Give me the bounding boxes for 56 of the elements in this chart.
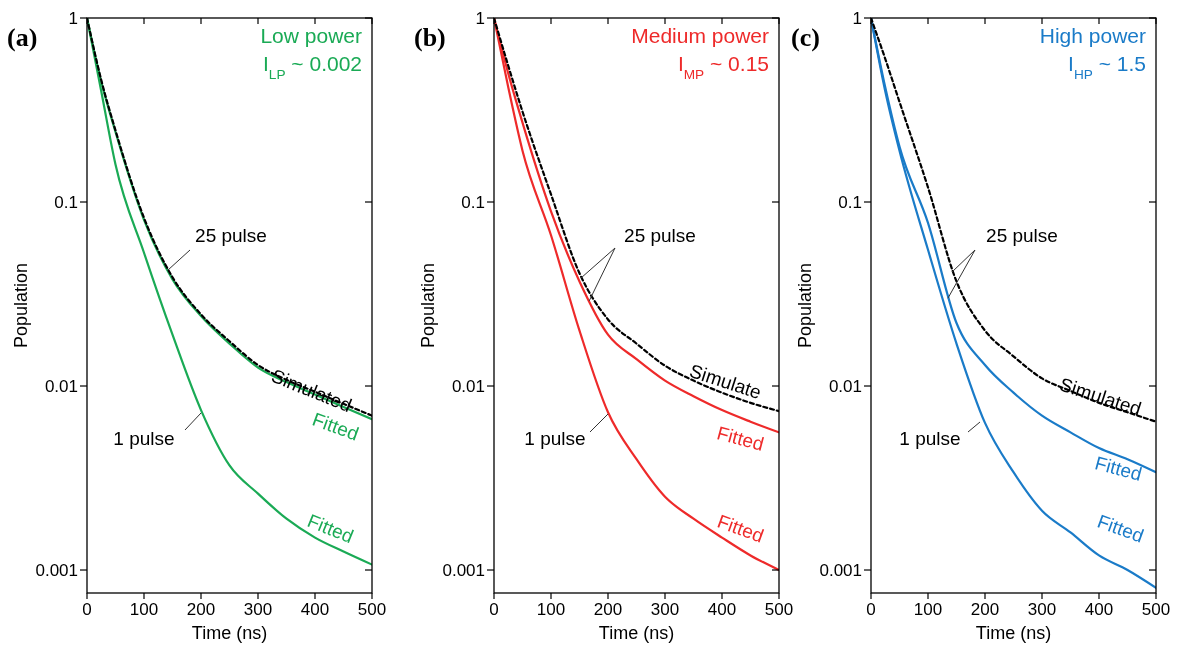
y-tick-label: 0.001 (819, 561, 862, 581)
y-tick-label: 0.01 (451, 377, 485, 397)
x-tick-label: 500 (1141, 600, 1171, 619)
chart-title: (a) (7, 23, 38, 52)
x-tick-label: 200 (593, 600, 623, 619)
chart-title: (b) (414, 23, 446, 52)
annotation: High power (1039, 24, 1146, 47)
x-axis-title: Time (ns) (191, 623, 268, 643)
annotation: 25 pulse (195, 225, 267, 247)
x-tick-label: 500 (357, 600, 387, 619)
x-tick-label: 300 (650, 600, 680, 619)
x-tick-label: 400 (300, 600, 330, 619)
y-axis-title: Population (418, 262, 438, 349)
annotation: 25 pulse (624, 225, 696, 247)
x-tick-label: 400 (1084, 600, 1114, 619)
y-axis-title: Population (795, 262, 815, 349)
annotation: Fitted (1094, 510, 1147, 547)
x-tick-label: 0 (82, 600, 92, 619)
annotation: Low power (260, 24, 362, 47)
annotation: Fitted (1092, 452, 1145, 485)
annotation: I$_{HP}$ ~ 1.5 (1068, 52, 1146, 82)
y-axis-title: Population (11, 262, 31, 349)
x-tick-label: 500 (764, 600, 794, 619)
annotation: Fitted (714, 510, 767, 547)
y-tick-label: 0.001 (442, 561, 485, 581)
annotation: I$_{LP}$ ~ 0.002 (262, 52, 362, 82)
x-tick-label: 400 (707, 600, 737, 619)
y-tick-label: 0.01 (828, 377, 862, 397)
y-tick-label: 1 (475, 9, 485, 28)
x-tick-label: 100 (536, 600, 566, 619)
y-tick-label: 0.1 (838, 193, 862, 212)
annotation: 1 pulse (524, 428, 586, 450)
y-tick-label: 0.001 (35, 561, 78, 581)
x-tick-label: 300 (243, 600, 273, 619)
x-tick-label: 100 (913, 600, 943, 619)
annotation: Medium power (631, 24, 769, 47)
x-tick-label: 200 (970, 600, 1000, 619)
annotation: 1 pulse (113, 428, 175, 450)
annotation: I$_{MP}$ ~ 0.15 (677, 52, 769, 82)
x-tick-label: 200 (186, 600, 216, 619)
chart-title: (c) (791, 23, 820, 52)
x-tick-label: 100 (129, 600, 159, 619)
x-axis-title: Time (ns) (975, 623, 1052, 643)
x-tick-label: 0 (866, 600, 876, 619)
y-tick-label: 0.01 (44, 377, 78, 397)
x-tick-label: 300 (1027, 600, 1057, 619)
annotation: 1 pulse (899, 428, 961, 450)
annotation: 25 pulse (986, 225, 1058, 247)
y-tick-label: 1 (852, 9, 862, 28)
y-tick-label: 0.1 (461, 193, 485, 212)
annotation: Fitted (714, 422, 767, 455)
x-axis-title: Time (ns) (598, 623, 675, 643)
x-tick-label: 0 (489, 600, 499, 619)
y-tick-label: 1 (68, 9, 78, 28)
y-tick-label: 0.1 (54, 193, 78, 212)
annotation: Fitted (304, 509, 357, 548)
